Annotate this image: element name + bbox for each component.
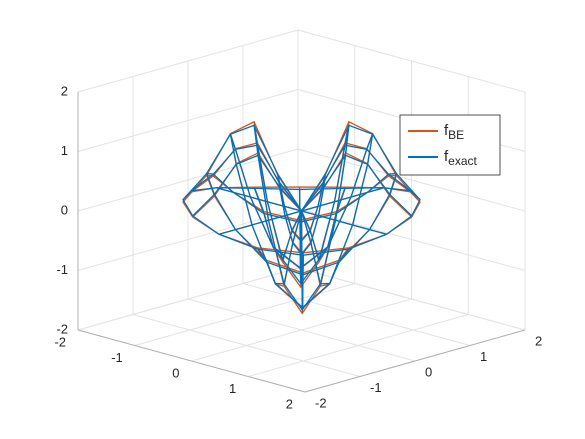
x-tick-label: -1 <box>111 350 123 365</box>
y-tick-label: 1 <box>480 349 487 364</box>
mesh-spoke <box>253 188 303 261</box>
y-tick-label: -2 <box>315 395 327 410</box>
legend-subscript: BE <box>448 128 464 142</box>
z-tick-label: -1 <box>56 262 68 277</box>
y-tick-label: -1 <box>370 380 382 395</box>
grid-line <box>77 267 299 331</box>
z-tick-label: 0 <box>61 202 68 217</box>
grid-line <box>77 29 299 93</box>
x-tick-label: 0 <box>172 365 179 380</box>
mesh-spoke <box>300 144 411 212</box>
y-tick-label: 2 <box>535 333 542 348</box>
grid-line <box>77 89 299 152</box>
x-tick-label: 2 <box>286 396 293 411</box>
mesh-spoke <box>182 124 303 212</box>
mesh-spoke <box>300 210 305 310</box>
mesh-spoke <box>300 210 350 285</box>
z-tick-label: 2 <box>61 83 68 98</box>
mesh-spoke <box>218 210 302 235</box>
labels: -2 -1 0 1 2 -2 -1 0 1 2 -2 -1 0 1 2 <box>54 83 542 411</box>
legend-subscript: exact <box>448 154 477 168</box>
mesh-spoke <box>301 154 413 217</box>
legend-label: fBE <box>444 122 464 142</box>
x-tick-label: 1 <box>229 381 236 396</box>
axis-line <box>77 329 306 393</box>
mesh-spoke <box>257 210 303 285</box>
grid-line <box>297 267 526 331</box>
mesh-spoke <box>190 144 303 212</box>
grid <box>77 29 526 393</box>
grid-line <box>187 298 416 362</box>
mesh <box>182 120 421 315</box>
grid-line <box>242 283 471 346</box>
grid-line <box>297 29 526 93</box>
mesh-spoke <box>301 187 385 212</box>
z-tick-label: 1 <box>61 143 68 158</box>
legend-box <box>399 114 501 176</box>
mesh-spoke <box>192 154 302 217</box>
y-tick-label: 0 <box>425 364 432 379</box>
z-tick-label: -2 <box>56 321 68 336</box>
legend-label: fexact <box>444 148 478 168</box>
mesh-spoke <box>216 187 302 212</box>
grid-line <box>77 208 299 271</box>
legend-name: f <box>444 122 449 139</box>
mesh-spoke <box>300 188 346 262</box>
grid-line <box>132 314 361 377</box>
x-tick-label: -2 <box>54 334 66 349</box>
mesh-spoke <box>300 124 421 212</box>
mesh-spoke <box>192 152 302 218</box>
mesh-spoke <box>301 210 387 235</box>
axis-line <box>304 329 526 393</box>
legend-name: f <box>444 148 449 165</box>
mesh-spoke <box>301 152 413 218</box>
